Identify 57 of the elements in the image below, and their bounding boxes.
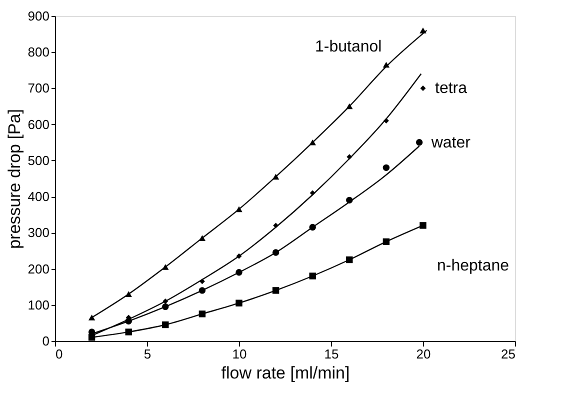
series-label: water (430, 134, 472, 152)
point (273, 222, 279, 228)
point (162, 303, 169, 310)
x-tick-label: 20 (416, 346, 431, 362)
point (420, 85, 426, 91)
point (199, 278, 205, 284)
point (346, 154, 352, 160)
y-axis-title: pressure drop [Pa] (4, 109, 24, 249)
x-tick-label: 5 (144, 346, 152, 362)
point (162, 321, 169, 328)
point (125, 291, 132, 297)
x-tick-label: 10 (232, 346, 247, 362)
x-tick-label: 15 (324, 346, 339, 362)
point (382, 238, 390, 246)
point (236, 269, 242, 276)
y-tick-label: 200 (28, 261, 50, 276)
point (346, 196, 353, 204)
y-tick-label: 100 (28, 297, 50, 312)
point (309, 224, 316, 231)
y-tick-label: 800 (28, 44, 50, 60)
point (272, 249, 280, 256)
x-tick-label: 25 (501, 346, 516, 362)
point (416, 139, 423, 146)
point (309, 139, 316, 146)
point (88, 314, 96, 320)
y-tick-label: 600 (28, 116, 50, 132)
point (198, 310, 206, 318)
point (198, 287, 206, 294)
point (125, 328, 132, 336)
series-label: 1-butanol (315, 38, 382, 56)
point (382, 164, 390, 172)
y-tick-label: 300 (28, 225, 50, 240)
point (346, 103, 353, 110)
y-tick-label: 400 (28, 189, 50, 204)
point (236, 253, 242, 259)
y-tick-label: 0 (42, 334, 50, 348)
y-tick-label: 500 (28, 152, 50, 168)
point (383, 118, 389, 124)
point (198, 235, 206, 241)
series-label: n-heptane (437, 257, 510, 274)
point (309, 272, 316, 280)
point (272, 287, 280, 294)
y-tick-label: 900 (28, 8, 50, 24)
point (162, 264, 169, 270)
point (310, 190, 316, 196)
point (382, 62, 390, 68)
point (420, 222, 426, 229)
point (272, 174, 280, 180)
point (236, 300, 242, 306)
series-label: tetra (435, 80, 468, 98)
x-axis-title: flow rate [ml/min] (221, 364, 350, 382)
point (346, 256, 353, 264)
y-tick-label: 700 (28, 80, 50, 96)
point (88, 328, 96, 336)
x-tick-label: 0 (56, 346, 63, 362)
point (420, 28, 426, 34)
point (236, 206, 242, 212)
